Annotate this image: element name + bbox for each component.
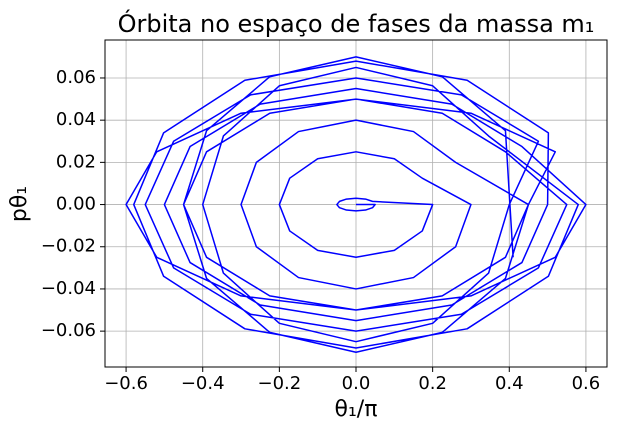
x-tick-label: −0.4 [181, 373, 225, 394]
x-tick-label: 0.2 [418, 373, 447, 394]
x-tick-label: 0.4 [495, 373, 524, 394]
chart-title: Órbita no espaço de fases da massa m₁ [118, 8, 595, 38]
orbit-line [125, 56, 587, 353]
y-axis-label: pθ₁ [7, 186, 32, 222]
y-tick-label: −0.04 [41, 278, 96, 299]
x-tick-label: −0.6 [104, 373, 148, 394]
y-tick-label: −0.06 [41, 320, 96, 341]
x-tick-label: 0.0 [342, 373, 371, 394]
y-tick-label: −0.02 [41, 236, 96, 257]
x-tick-label: 0.6 [572, 373, 601, 394]
x-tick-label: −0.2 [257, 373, 301, 394]
x-axis-label: θ₁/π [335, 397, 378, 422]
y-tick-label: 0.04 [56, 109, 96, 130]
y-tick-label: 0.06 [56, 67, 96, 88]
y-tick-label: 0.00 [56, 194, 96, 215]
y-tick-label: 0.02 [56, 151, 96, 172]
plot-frame [104, 39, 608, 368]
